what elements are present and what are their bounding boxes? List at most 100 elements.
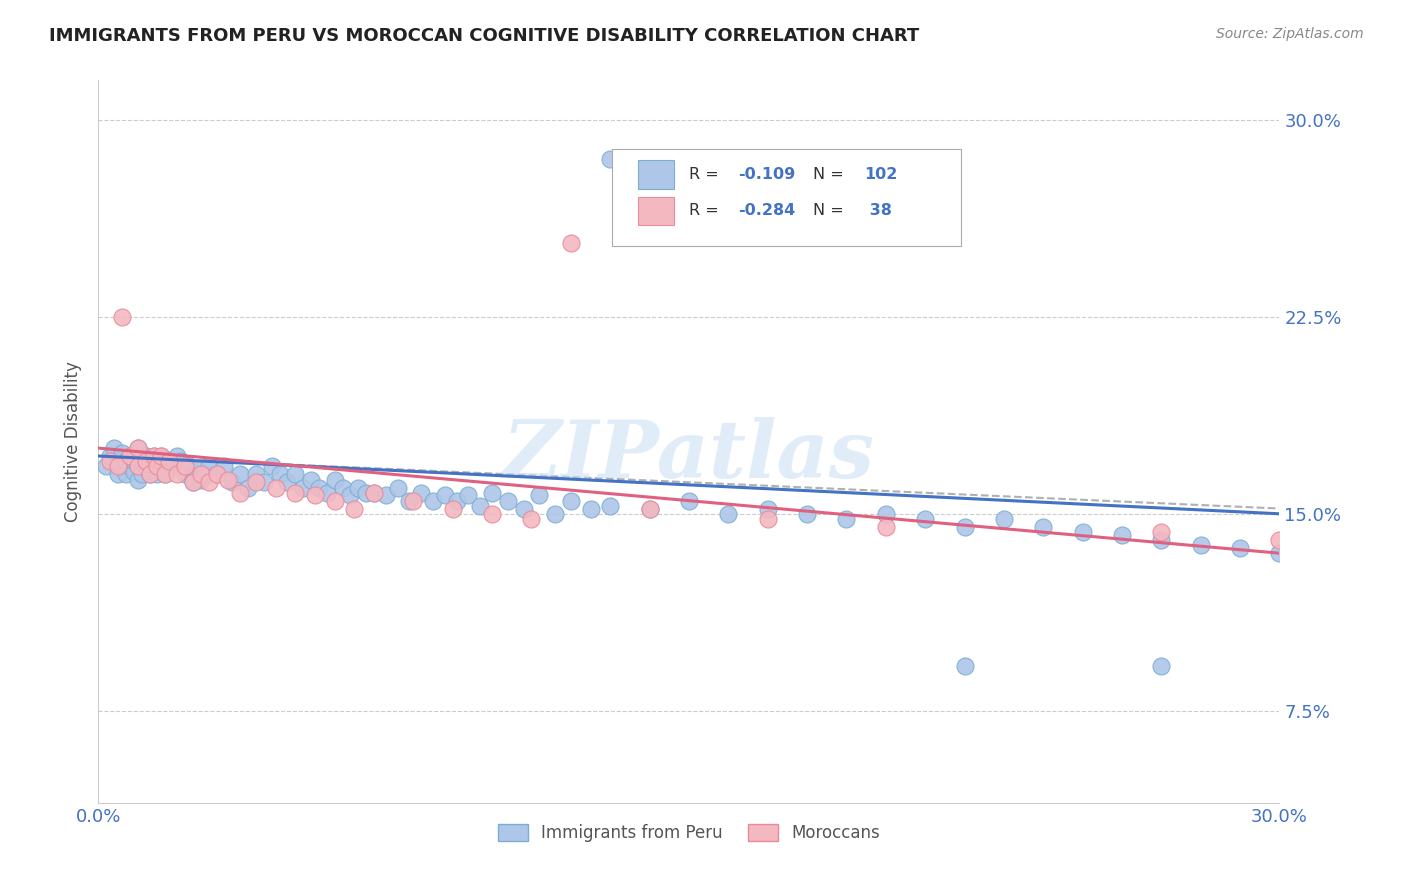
Point	[181, 475, 204, 490]
Point	[127, 459, 149, 474]
Point	[323, 493, 346, 508]
Point	[162, 459, 184, 474]
Point	[599, 499, 621, 513]
Point	[205, 467, 228, 482]
Point	[111, 310, 134, 324]
Point	[260, 459, 283, 474]
Point	[354, 485, 377, 500]
Point	[363, 485, 385, 500]
Point	[1150, 659, 1173, 673]
Point	[229, 467, 252, 482]
Text: R =: R =	[689, 203, 724, 219]
Point	[269, 467, 291, 482]
Point	[875, 520, 897, 534]
Point	[756, 512, 779, 526]
Point	[107, 467, 129, 482]
Point	[496, 493, 519, 508]
Point	[529, 488, 551, 502]
Point	[111, 446, 134, 460]
Point	[115, 467, 138, 482]
Point	[544, 507, 567, 521]
Point	[347, 481, 370, 495]
Point	[127, 473, 149, 487]
Bar	[638, 196, 673, 225]
Point	[1071, 525, 1094, 540]
Point	[146, 459, 169, 474]
Point	[127, 459, 149, 474]
Point	[190, 467, 212, 482]
Point	[107, 454, 129, 468]
Point	[1268, 533, 1291, 547]
Point	[993, 512, 1015, 526]
Point	[1111, 528, 1133, 542]
Point	[103, 441, 125, 455]
Point	[520, 512, 543, 526]
Point	[118, 449, 141, 463]
Point	[402, 493, 425, 508]
Point	[150, 449, 173, 463]
Point	[638, 501, 661, 516]
Point	[135, 449, 157, 463]
Point	[245, 475, 267, 490]
Point	[315, 485, 337, 500]
Point	[111, 459, 134, 474]
Text: IMMIGRANTS FROM PERU VS MOROCCAN COGNITIVE DISABILITY CORRELATION CHART: IMMIGRANTS FROM PERU VS MOROCCAN COGNITI…	[49, 27, 920, 45]
Point	[914, 512, 936, 526]
Point	[398, 493, 420, 508]
Point	[953, 659, 976, 673]
Bar	[638, 161, 673, 189]
Point	[205, 467, 228, 482]
Point	[323, 473, 346, 487]
Point	[142, 449, 165, 463]
Point	[197, 475, 219, 490]
Point	[146, 467, 169, 482]
Point	[181, 475, 204, 490]
Point	[1150, 533, 1173, 547]
Point	[292, 481, 315, 495]
Point	[96, 459, 118, 474]
Point	[374, 488, 396, 502]
Point	[131, 454, 153, 468]
Point	[343, 501, 366, 516]
FancyBboxPatch shape	[612, 149, 960, 246]
Point	[363, 485, 385, 500]
Point	[717, 507, 740, 521]
Point	[339, 488, 361, 502]
Point	[560, 236, 582, 251]
Point	[284, 467, 307, 482]
Text: R =: R =	[689, 167, 724, 182]
Point	[441, 501, 464, 516]
Point	[166, 467, 188, 482]
Point	[138, 467, 160, 482]
Point	[332, 481, 354, 495]
Point	[678, 493, 700, 508]
Point	[122, 454, 145, 468]
Point	[135, 459, 157, 474]
Point	[138, 467, 160, 482]
Point	[446, 493, 468, 508]
Point	[470, 499, 492, 513]
Point	[245, 467, 267, 482]
Point	[579, 501, 602, 516]
Point	[194, 467, 217, 482]
Point	[166, 449, 188, 463]
Point	[236, 481, 259, 495]
Point	[422, 493, 444, 508]
Text: N =: N =	[813, 167, 849, 182]
Point	[146, 454, 169, 468]
Point	[835, 512, 858, 526]
Point	[170, 454, 193, 468]
Point	[127, 441, 149, 455]
Text: N =: N =	[813, 203, 849, 219]
Point	[135, 454, 157, 468]
Point	[796, 507, 818, 521]
Point	[138, 454, 160, 468]
Point	[1268, 546, 1291, 560]
Point	[186, 462, 208, 476]
Point	[217, 473, 239, 487]
Point	[276, 475, 298, 490]
Point	[98, 454, 121, 468]
Point	[157, 454, 180, 468]
Point	[284, 485, 307, 500]
Point	[512, 501, 534, 516]
